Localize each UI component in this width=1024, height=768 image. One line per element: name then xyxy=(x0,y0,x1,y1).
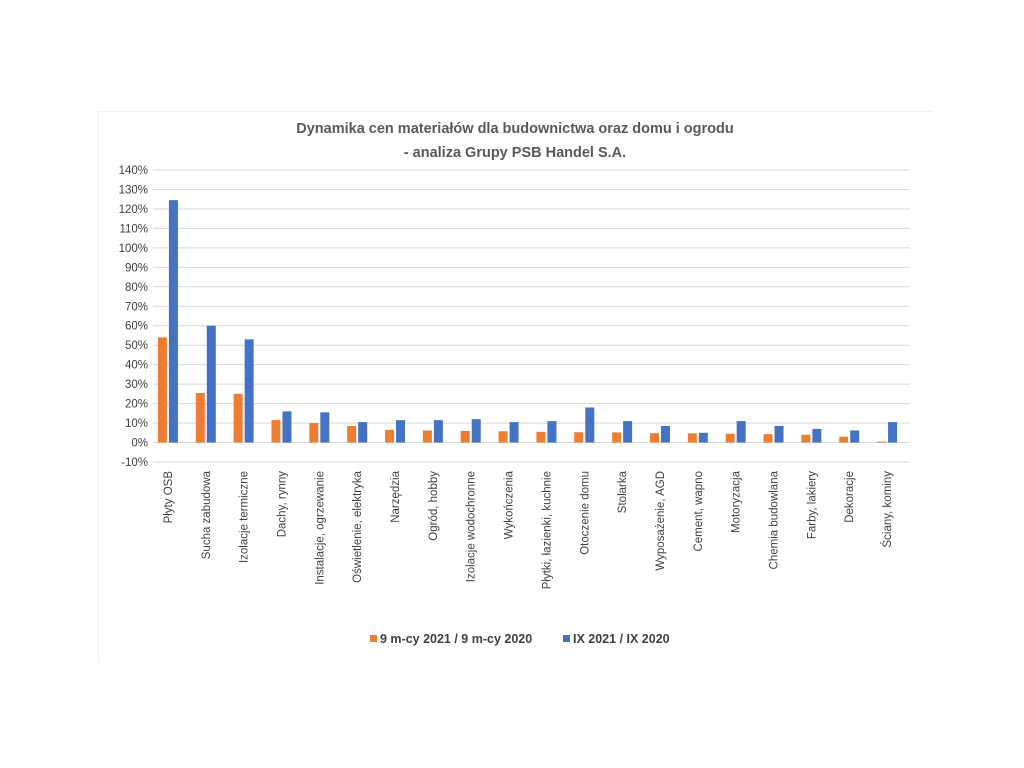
y-tick-label: 110% xyxy=(119,223,148,235)
y-tick-label: 100% xyxy=(119,243,148,255)
legend-swatch xyxy=(563,635,570,642)
y-tick-label: 50% xyxy=(125,340,148,352)
bar xyxy=(812,428,822,443)
chart-subtitle: - analiza Grupy PSB Handel S.A. xyxy=(403,145,627,161)
x-category-label: Motoryzacja xyxy=(731,470,743,533)
x-category-label: Wyposażenie, AGD xyxy=(655,471,667,571)
bar xyxy=(471,419,481,443)
x-category-label: Dachy, rynny xyxy=(276,471,288,538)
y-tick-label: 70% xyxy=(125,301,148,313)
bar xyxy=(888,422,898,443)
bar xyxy=(839,436,849,443)
y-tick-label: 0% xyxy=(131,438,148,450)
x-category-label: Stolarka xyxy=(617,470,629,513)
y-tick-label: 130% xyxy=(119,184,148,196)
chart-area xyxy=(98,111,932,662)
bar xyxy=(623,421,633,443)
x-category-label: Dekoracje xyxy=(844,471,856,523)
x-category-label: Sucha zabudowa xyxy=(201,470,213,559)
x-category-label: Izolacje wodochronne xyxy=(466,471,478,582)
bar xyxy=(660,425,670,443)
bar xyxy=(725,433,735,443)
bar xyxy=(698,432,708,443)
bar xyxy=(801,434,811,443)
bar xyxy=(547,421,557,443)
bar xyxy=(358,422,368,443)
bar xyxy=(774,425,784,443)
x-category-label: Izolacje termiczne xyxy=(239,471,251,563)
bar xyxy=(850,430,860,443)
chart-title: Dynamika cen materiałów dla budownictwa … xyxy=(296,121,734,137)
bar xyxy=(271,420,281,443)
bar xyxy=(244,339,254,443)
bar xyxy=(612,432,622,443)
y-tick-label: -10% xyxy=(121,457,148,469)
y-tick-label: 60% xyxy=(125,321,148,333)
legend-label: IX 2021 / IX 2020 xyxy=(573,632,670,646)
y-tick-label: 20% xyxy=(125,399,148,411)
y-tick-label: 140% xyxy=(119,165,148,177)
bar xyxy=(736,421,746,443)
x-category-label: Oświetlenie, elektryka xyxy=(352,470,364,582)
x-category-label: Instalacje, ogrzewanie xyxy=(314,471,326,585)
bar xyxy=(687,433,697,443)
x-category-label: Chemia budowlana xyxy=(769,470,781,569)
bar xyxy=(233,393,243,443)
bar xyxy=(206,325,216,443)
bar xyxy=(282,411,292,443)
x-category-label: Narzędzia xyxy=(390,470,402,522)
bar xyxy=(168,200,178,443)
legend-swatch xyxy=(370,635,377,642)
x-category-label: Otoczenie domu xyxy=(579,471,591,555)
bar xyxy=(195,392,205,443)
bar xyxy=(877,441,887,443)
bar xyxy=(509,422,519,443)
bar xyxy=(574,432,584,443)
bar xyxy=(649,433,659,443)
y-tick-label: 90% xyxy=(125,262,148,274)
bar xyxy=(347,425,357,443)
bar xyxy=(536,431,546,443)
x-category-label: Wykończenia xyxy=(504,470,516,539)
x-category-label: Płyty OSB xyxy=(163,471,175,524)
x-category-label: Farby, lakiery xyxy=(806,471,818,539)
bar xyxy=(498,431,508,443)
y-tick-label: 120% xyxy=(119,204,148,216)
legend-label: 9 m-cy 2021 / 9 m-cy 2020 xyxy=(380,632,532,646)
x-category-label: Cement, wapno xyxy=(693,471,705,552)
bar xyxy=(157,337,167,443)
bar xyxy=(585,407,595,443)
bar xyxy=(396,420,406,443)
bar xyxy=(320,412,330,443)
bar xyxy=(309,423,319,443)
x-category-label: Ściany, kominy xyxy=(881,471,894,548)
y-tick-label: 10% xyxy=(125,418,148,430)
x-category-label: Ogród, hobby xyxy=(428,471,440,541)
bar xyxy=(385,429,395,443)
y-tick-label: 30% xyxy=(125,379,148,391)
bar xyxy=(433,420,443,443)
y-tick-label: 40% xyxy=(125,360,148,372)
x-category-label: Płytki, łazienki, kuchnie xyxy=(541,471,553,589)
bar xyxy=(763,434,773,443)
bar xyxy=(422,430,432,443)
bar xyxy=(460,430,470,443)
y-tick-label: 80% xyxy=(125,282,148,294)
